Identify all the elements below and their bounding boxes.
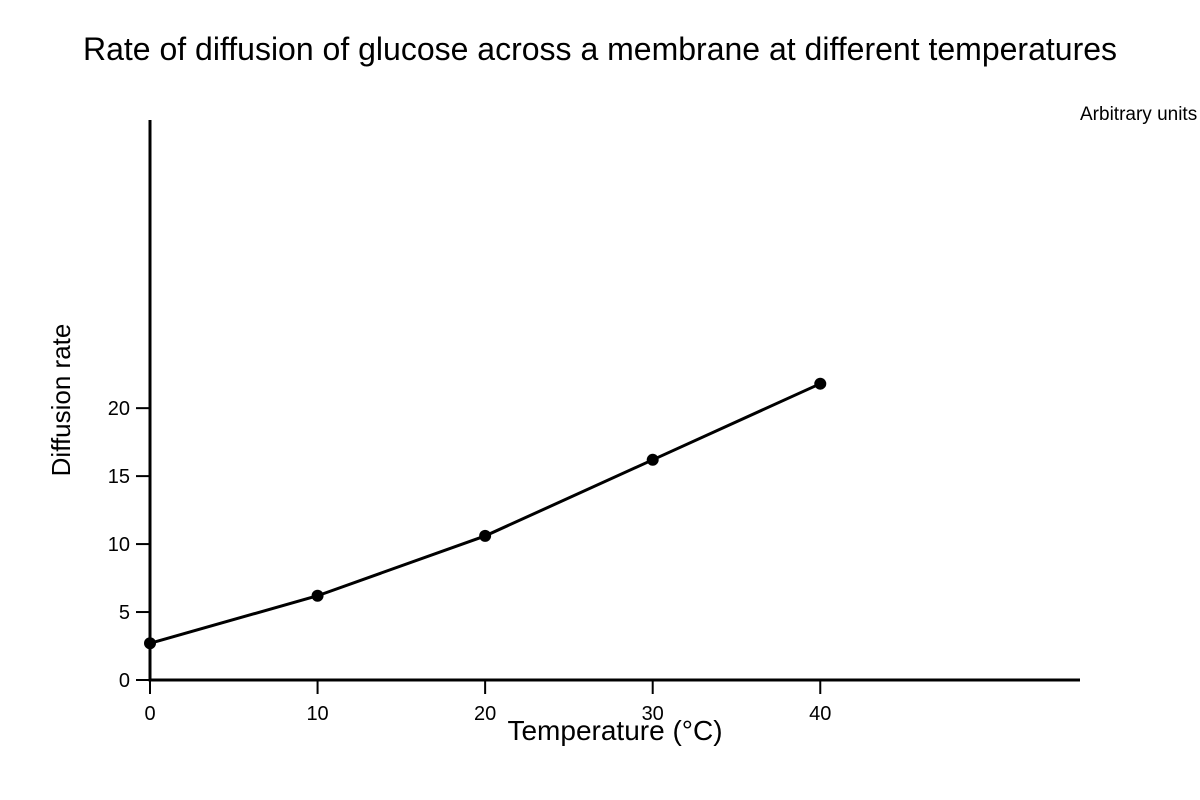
x-tick-label: 0: [144, 703, 155, 725]
x-axis-label: Temperature (°C): [507, 715, 722, 746]
data-point: [814, 377, 827, 390]
data-point: [646, 453, 659, 466]
x-tick-label: 10: [306, 703, 328, 725]
data-point: [144, 637, 156, 650]
y-tick-label: 0: [119, 670, 130, 692]
data-point: [311, 589, 324, 602]
x-tick-label: 30: [642, 703, 664, 725]
y-tick-label: 20: [108, 398, 130, 420]
ticks: 0 5 10 15 20 0 10 20 30 40: [108, 398, 832, 725]
y-tick-label: 10: [108, 534, 130, 556]
series-line: [149, 382, 821, 645]
y-tick-label: 15: [108, 466, 130, 488]
y-tick-label: 5: [119, 602, 130, 624]
x-tick-label: 20: [474, 703, 496, 725]
x-tick-label: 40: [809, 703, 831, 725]
data-point: [479, 529, 492, 542]
chart-title: Rate of diffusion of glucose across a me…: [83, 31, 1117, 67]
y-axis-label: Diffusion rate: [46, 324, 76, 477]
units-note: Arbitrary units: [1080, 104, 1197, 125]
axes: [148, 120, 1080, 682]
series-group: [144, 377, 827, 650]
